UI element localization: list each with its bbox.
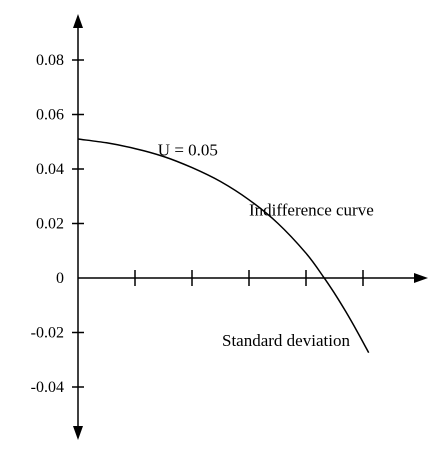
y-axis-arrow-bottom: [73, 426, 83, 440]
annotation-label: U = 0.05: [158, 140, 218, 159]
y-tick-label: 0.08: [36, 52, 64, 69]
y-tick-label: -0.02: [31, 325, 64, 342]
series: [77, 138, 370, 354]
x-axis-arrow: [414, 273, 428, 283]
y-tick-label: 0.06: [36, 107, 64, 124]
indifference-curve-line: [77, 138, 370, 354]
annotation-label: Indifference curve: [249, 200, 374, 219]
y-tick-label: -0.04: [31, 379, 64, 396]
y-ticks: 0.08 0.06 0.04 0.02 0 -0.02 -0.04: [31, 52, 84, 396]
y-tick-label: 0: [56, 270, 64, 287]
x-axis-label: Standard deviation: [222, 331, 350, 350]
annotations: U = 0.05 Indifference curve: [158, 140, 374, 219]
y-tick-label: 0.02: [36, 216, 64, 233]
x-ticks: [134, 270, 364, 286]
y-tick-label: 0.04: [36, 161, 64, 178]
axes: [73, 14, 428, 440]
y-axis-arrow-top: [73, 14, 83, 28]
